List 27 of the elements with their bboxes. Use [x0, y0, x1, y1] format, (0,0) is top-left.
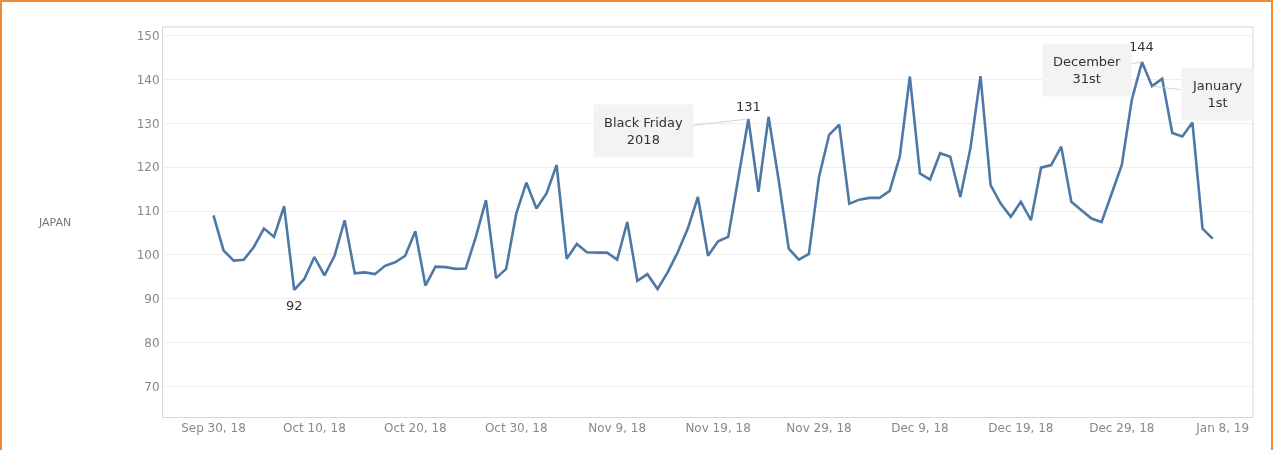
annotation: December 31st — [1053, 54, 1122, 86]
x-tick-label: Oct 30, 18 — [484, 421, 548, 436]
x-tick-label: Dec 9, 18 — [891, 421, 949, 436]
x-tick-label: Oct 20, 18 — [383, 421, 447, 436]
text: JAPAN — [38, 216, 72, 229]
y-tick-label: 130 — [136, 116, 160, 131]
x-tick-label: Sep 30, 18 — [181, 421, 246, 436]
annotation: 144 — [1129, 39, 1154, 54]
x-tick-label: Nov 19, 18 — [685, 421, 751, 436]
x-tick-label: Oct 10, 18 — [283, 421, 346, 436]
annotation: Black Friday 2018 — [604, 115, 684, 147]
x-tick-label: Dec 29, 18 — [1089, 421, 1155, 436]
y-tick-label: 100 — [136, 248, 160, 263]
y-tick-label: 70 — [144, 379, 160, 394]
y-tick-label: 150 — [136, 28, 160, 43]
x-tick-label: Dec 19, 18 — [988, 421, 1054, 436]
y-tick-label: 140 — [136, 72, 160, 87]
y-tick-label: 90 — [144, 291, 160, 306]
y-tick-label: 110 — [136, 204, 160, 219]
annotation: 92 — [286, 298, 303, 313]
y-tick-label: 120 — [136, 160, 160, 175]
x-tick-label: Nov 9, 18 — [588, 421, 647, 436]
x-tick-label: Nov 29, 18 — [786, 421, 852, 436]
annotation: January 1st — [1192, 78, 1243, 110]
x-tick-label: Jan 8, 19 — [1195, 421, 1250, 436]
annotation: 131 — [736, 99, 761, 114]
y-tick-label: 80 — [144, 335, 160, 350]
